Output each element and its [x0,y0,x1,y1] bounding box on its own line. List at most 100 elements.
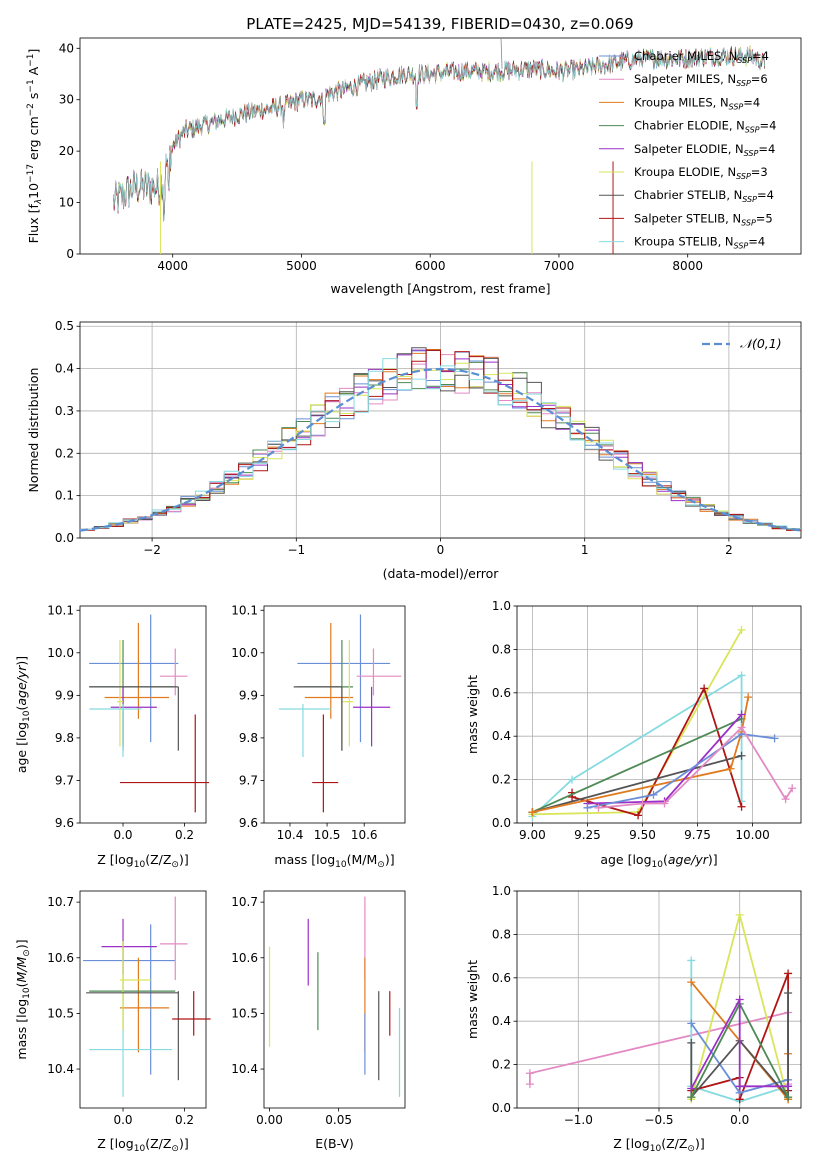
y-axis-label: age [log10(age/yr)] [14,656,32,773]
legend-name: Salpeter MILES, N [634,72,736,86]
x-tick-label: −1.0 [564,1113,593,1127]
plus-marker [737,625,746,634]
plus-marker [594,803,603,812]
y-tick-label: 9.8 [239,731,258,745]
mass-weight-line-5 [532,696,750,813]
x-tick-label: 0.0 [113,1113,132,1127]
spectrum-frame [79,37,802,255]
x-tick-label: 10.6 [351,828,378,842]
plus-marker [737,710,746,719]
axis-label-text: Z [log [97,1136,133,1151]
figure-title: PLATE=2425, MJD=54139, FIBERID=0430, z=0… [246,15,633,33]
age-vs-Z-axes: 0.0 0.2 9.6 9.7 9.8 9.9 10.0 10.1 [47,603,194,842]
y-tick-label: 10.6 [47,951,74,965]
x-axis-label: mass [log10(M/M⊙)] [274,852,394,870]
x-tick-label: −1 [287,543,305,557]
errorbar-point [119,957,170,1053]
axis-label-text: Flux [f [26,204,41,244]
y-tick-label: 0.8 [492,927,511,941]
y-axis-label: Normed distribution [26,368,41,493]
normal-curve [79,367,802,532]
legend-entry: Salpeter ELODIE, NSSP=4 [634,142,775,158]
x-tick-label: 6000 [415,259,446,273]
label-sub: ⊙ [687,1144,695,1154]
plus-marker [528,808,537,817]
legend-entry: Chabrier ELODIE, NSSP=4 [634,119,776,135]
plus-marker [735,1082,744,1091]
plus-marker [660,799,669,808]
legend-entry: Chabrier MILES, NSSP=4 [634,49,769,65]
legend-name: Salpeter STELIB, N [634,211,741,225]
label-sub: 10 [22,710,32,722]
x-axis-label: age [log10(age/yr)] [600,852,717,870]
x-axis-label: Z [log10(Z/Z⊙)] [97,1136,188,1154]
y-tick-label: 0.4 [55,362,74,376]
label-part: (Z/Z [145,1136,171,1151]
legend-entry: Salpeter STELIB, NSSP=5 [634,211,773,227]
legend-name: Kroupa MILES, N [634,95,729,109]
plus-marker [784,988,793,997]
mass-vs-EBV-points [268,896,401,1097]
legend-name: Kroupa ELODIE, N [634,165,736,179]
errorbar-point [304,623,354,719]
mass-vs-Z-points [83,896,211,1097]
plus-marker [687,978,696,987]
age-vs-Z-frame [79,605,207,824]
legend-entry: Salpeter MILES, NSSP=6 [634,72,768,88]
axis-label-text: mass [log [274,852,335,867]
label-part: )] [14,656,29,666]
x-tick-label: 10.4 [277,828,304,842]
legend-count: =6 [751,72,768,86]
plus-marker [525,1080,534,1089]
y-tick-label: 10.7 [231,895,258,909]
y-tick-label: 9.6 [239,816,258,830]
y-tick-label: 10.5 [47,1006,74,1020]
errorbar-point [353,686,391,747]
label-part: ( [14,982,29,987]
axis-label-text: age [log [600,852,651,867]
x-tick-label: 1 [581,543,589,557]
label-part: s [26,93,41,104]
y-tick-label: 10.0 [47,646,74,660]
plus-marker [634,811,643,820]
errorbar-point [297,640,354,751]
mass-weight-line-4 [532,754,742,813]
plus-marker [784,969,793,978]
x-tick-label: −2 [143,543,161,557]
mass-weight-line-8 [690,999,789,1089]
legend-sub: SSP [729,102,744,111]
label-sub: 10 [134,860,146,870]
x-tick-label: 10.5 [314,828,341,842]
x-tick-label: 9.75 [684,828,711,842]
x-axis-label: wavelength [Angstrom, rest frame] [330,281,550,296]
mass-weight-vs-Z-axes: −1.0 −0.5 0.0 0.0 0.2 0.4 0.6 0.8 1.0 [492,884,801,1127]
x-axis-label: E(B-V) [315,1136,354,1151]
y-tick-label: 0.6 [492,971,511,985]
y-axis-label: mass weight [465,675,480,754]
legend-entry: Kroupa STELIB, NSSP=4 [634,235,765,251]
y-tick-label: 10.4 [47,1062,74,1076]
y-tick-label: 0.3 [55,404,74,418]
x-tick-label: 9.25 [574,828,601,842]
age-vs-mass-axes: 10.4 10.5 10.6 9.6 9.7 9.8 9.9 10.0 10.1 [231,603,377,842]
plus-marker [687,1019,696,1028]
label-part: )] [708,852,718,867]
y-tick-label: 10.6 [231,951,258,965]
legend-count: =4 [752,49,769,63]
label-part: )] [179,852,189,867]
plus-marker [737,671,746,680]
label-part: )] [179,1136,189,1151]
errorbar-point [297,614,391,743]
y-tick-label: 10.5 [231,1006,258,1020]
label-part: ] [26,49,41,54]
axis-label-text: Z [log [97,852,133,867]
label-part: )] [14,939,29,949]
label-part: )] [695,1136,705,1151]
legend-count: =3 [751,165,768,179]
spectrum-series [113,37,765,254]
y-tick-label: 0.4 [492,1014,511,1028]
y-tick-label: 9.7 [55,773,74,787]
legend-name: Chabrier ELODIE, N [634,119,745,133]
y-tick-label: 10.1 [47,603,74,617]
y-tick-label: 10.4 [231,1062,258,1076]
